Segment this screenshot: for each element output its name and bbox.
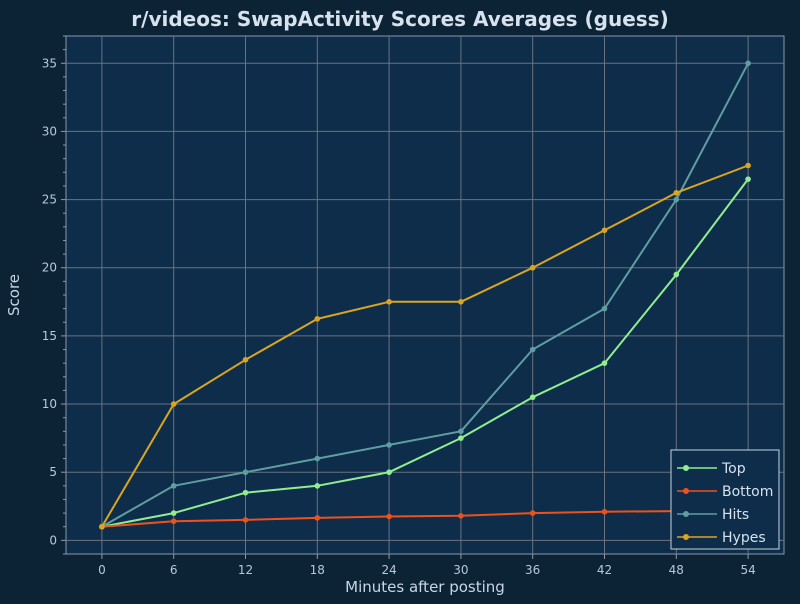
- hits-point: [170, 483, 177, 489]
- hits-point: [386, 442, 392, 448]
- hits-point: [673, 196, 680, 203]
- x-tick-label: 18: [310, 563, 325, 577]
- legend-marker: [683, 488, 689, 494]
- x-tick-label: 30: [453, 563, 468, 577]
- legend-item-hits: Hits: [677, 507, 749, 523]
- hypes-point: [673, 189, 680, 196]
- y-tick-label: 30: [42, 124, 57, 138]
- grid: [66, 36, 784, 554]
- series-lines: [99, 60, 751, 530]
- chart-title: r/videos: SwapActivity Scores Averages (…: [131, 7, 668, 31]
- legend-label: Hypes: [722, 530, 766, 546]
- x-tick-label: 24: [381, 563, 396, 577]
- top-line: [101, 178, 749, 528]
- legend-item-top: Top: [677, 461, 746, 477]
- bottom-point: [242, 517, 249, 523]
- bottom-point: [170, 518, 177, 525]
- bottom-point: [386, 513, 392, 520]
- y-tick-label: 25: [42, 193, 57, 207]
- top-point: [601, 360, 608, 366]
- legend-label: Bottom: [722, 484, 773, 500]
- hits-point: [458, 428, 464, 435]
- top-point: [170, 510, 177, 516]
- hypes-line: [101, 164, 749, 528]
- x-tick-label: 6: [170, 563, 178, 577]
- y-tick-label: 20: [42, 261, 57, 275]
- hypes-point: [458, 299, 464, 305]
- hits-point: [745, 60, 751, 67]
- top-point: [242, 489, 249, 496]
- hits-point: [314, 455, 321, 462]
- top-point: [529, 394, 536, 401]
- legend-item-bottom: Bottom: [677, 484, 773, 500]
- top-point: [386, 469, 392, 476]
- y-tick-label: 5: [49, 465, 57, 479]
- y-axis-label: Score: [5, 274, 23, 316]
- legend-item-hypes: Hypes: [677, 530, 766, 546]
- hypes-point: [99, 523, 105, 530]
- y-axis-ticks: 0 5 10 15 20 25 30 35: [42, 35, 66, 555]
- legend-marker: [683, 511, 689, 517]
- top-point: [673, 271, 680, 278]
- top-point: [745, 176, 751, 182]
- legend-marker: [683, 534, 689, 540]
- hypes-point: [386, 299, 392, 305]
- series-hits: [99, 60, 751, 530]
- x-axis-ticks: 0 6 12 18 24 30 36 42 48 54: [98, 554, 756, 577]
- bottom-point: [314, 515, 321, 521]
- hits-point: [601, 305, 608, 312]
- hits-point: [242, 469, 249, 476]
- x-tick-label: 42: [597, 563, 612, 577]
- bottom-point: [458, 513, 464, 519]
- y-tick-label: 10: [42, 397, 57, 411]
- x-tick-label: 36: [525, 563, 540, 577]
- x-tick-label: 48: [669, 563, 684, 577]
- hypes-point: [529, 264, 536, 271]
- x-axis-label: Minutes after posting: [345, 578, 505, 596]
- hypes-point: [170, 401, 177, 407]
- y-tick-label: 0: [49, 533, 57, 547]
- legend-marker: [683, 465, 689, 471]
- x-tick-label: 0: [98, 563, 106, 577]
- hypes-point: [314, 316, 321, 322]
- y-tick-label: 35: [42, 56, 57, 70]
- hypes-point: [601, 227, 608, 234]
- legend-box: [670, 449, 780, 550]
- hits-line: [101, 62, 749, 528]
- y-tick-label: 15: [42, 329, 57, 343]
- top-point: [458, 435, 464, 441]
- plot-area: [65, 35, 785, 555]
- series-hypes: [99, 162, 751, 530]
- x-tick-label: 12: [238, 563, 253, 577]
- x-tick-label: 54: [740, 563, 755, 577]
- legend-label: Top: [721, 461, 746, 477]
- hits-point: [529, 346, 536, 353]
- legend: Top Bottom Hits Hypes: [670, 449, 780, 550]
- legend-label: Hits: [722, 507, 749, 523]
- top-point: [314, 483, 321, 489]
- bottom-point: [529, 510, 536, 516]
- hypes-point: [745, 162, 751, 169]
- bottom-point: [601, 508, 608, 515]
- legend-items: Top Bottom Hits Hypes: [677, 461, 773, 546]
- hypes-point: [242, 356, 249, 363]
